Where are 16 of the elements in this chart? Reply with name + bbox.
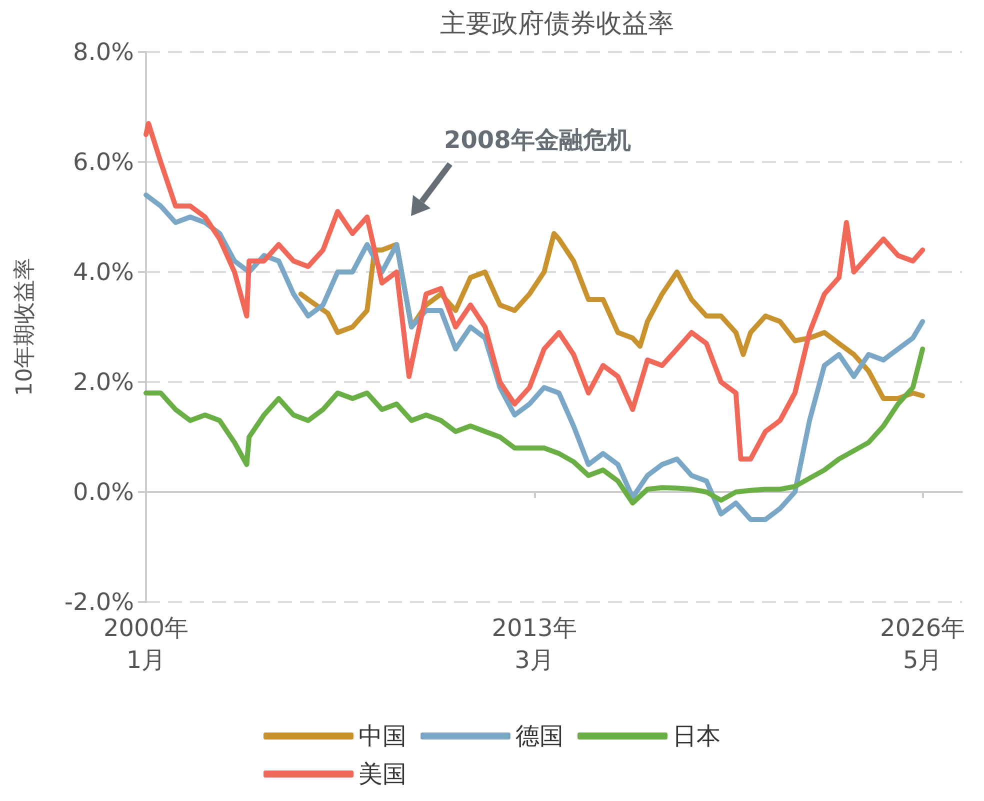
- x-tick-label: 2013年 3月: [492, 614, 577, 674]
- annotation: 2008年金融危机: [444, 126, 631, 154]
- legend-label: 日本: [672, 722, 720, 750]
- y-tick-label: 6.0%: [73, 148, 134, 176]
- y-tick-label: 0.0%: [73, 478, 134, 506]
- y-tick-label: -2.0%: [64, 588, 134, 616]
- legend-label: 美国: [358, 760, 406, 788]
- x-tick-label: 2026年 5月: [880, 614, 966, 674]
- y-tick-label: 2.0%: [73, 368, 134, 396]
- chart-title: 主要政府债券收益率: [440, 9, 674, 39]
- legend-label: 中国: [358, 722, 406, 750]
- x-tick-label: 2000年 1月: [103, 614, 189, 674]
- y-axis-title: 10年期收益率: [12, 258, 38, 396]
- y-tick-label: 8.0%: [73, 38, 134, 66]
- legend-label: 德国: [516, 722, 564, 750]
- y-tick-label: 4.0%: [73, 258, 134, 286]
